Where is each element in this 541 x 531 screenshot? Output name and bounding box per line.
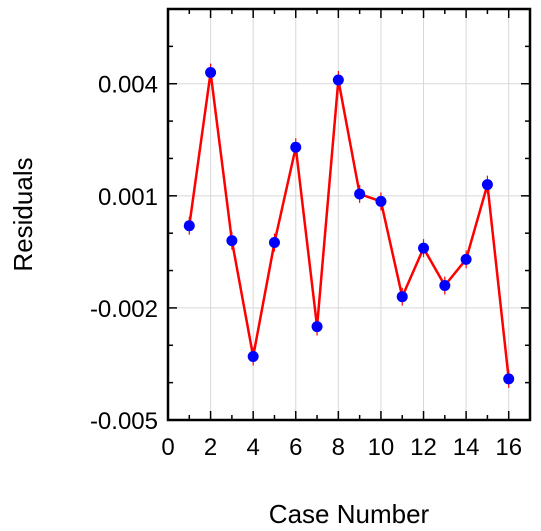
x-tick-label: 4 — [246, 434, 259, 461]
data-point — [247, 350, 259, 362]
data-point — [439, 279, 451, 291]
axis-ticks — [167, 8, 531, 421]
data-point — [375, 195, 387, 207]
x-tick-label: 12 — [410, 434, 437, 461]
data-point — [503, 373, 515, 385]
data-point — [418, 242, 430, 254]
series-line — [188, 71, 510, 380]
y-tick-label: -0.002 — [90, 296, 158, 323]
x-tick-label: 0 — [161, 434, 174, 461]
data-points — [183, 63, 515, 388]
data-point — [290, 141, 302, 153]
x-tick-label: 14 — [453, 434, 480, 461]
y-tick-label: 0.004 — [98, 72, 158, 99]
y-axis-title: Residuals — [8, 157, 38, 271]
data-point — [205, 67, 217, 79]
data-point — [354, 188, 366, 200]
x-tick-label: 2 — [204, 434, 217, 461]
data-point — [268, 237, 280, 249]
data-point — [396, 291, 408, 303]
y-tick-label: -0.005 — [90, 408, 158, 435]
data-point — [226, 235, 238, 247]
grid-lines — [167, 9, 530, 421]
x-tick-labels: 0 2 4 6 8 10 12 14 16 — [161, 434, 522, 461]
y-tick-label: 0.001 — [98, 184, 158, 211]
data-point — [460, 253, 472, 265]
data-point — [332, 74, 344, 86]
x-tick-label: 8 — [332, 434, 345, 461]
plot-frame — [166, 7, 532, 422]
data-point — [311, 321, 323, 333]
data-point — [481, 179, 493, 191]
x-tick-label: 6 — [289, 434, 302, 461]
x-tick-label: 16 — [495, 434, 522, 461]
y-tick-labels: -0.005 -0.002 0.001 0.004 — [90, 72, 158, 435]
x-axis-title: Case Number — [269, 499, 430, 529]
data-point — [183, 220, 195, 232]
x-tick-label: 10 — [368, 434, 395, 461]
